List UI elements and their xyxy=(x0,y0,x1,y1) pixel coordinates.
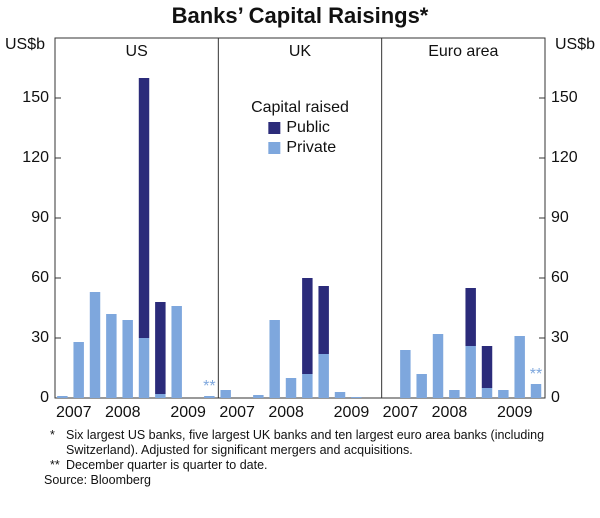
bar xyxy=(155,394,166,398)
source: Source: Bloomberg xyxy=(44,473,152,487)
x-tick-label: 2007 xyxy=(383,404,419,421)
y-tick-label: 90 xyxy=(31,209,49,226)
y-tick-label: 120 xyxy=(22,149,49,166)
y-tick-label: 30 xyxy=(31,329,49,346)
x-tick-label: 2008 xyxy=(432,404,468,421)
panel-title: Euro area xyxy=(428,43,498,60)
x-tick-label: 2007 xyxy=(56,404,92,421)
x-tick-label: 2008 xyxy=(268,404,304,421)
bar xyxy=(138,338,150,398)
bar xyxy=(253,395,264,398)
y-tick-label: 0 xyxy=(40,389,49,406)
bar xyxy=(334,392,346,398)
bar xyxy=(416,374,427,398)
notes: * Six largest US banks, five largest UK b… xyxy=(44,428,570,488)
bar xyxy=(449,390,460,398)
note-text: Six largest US banks, five largest UK ba… xyxy=(66,428,545,457)
bar xyxy=(351,397,362,398)
bar xyxy=(269,320,280,398)
bar xyxy=(155,302,166,394)
value-label: ** xyxy=(530,366,542,383)
x-tick-label: 2007 xyxy=(219,404,255,421)
bar xyxy=(302,374,313,398)
note-text: December quarter is quarter to date. xyxy=(66,458,268,472)
y-tick-label-right: 120 xyxy=(551,149,578,166)
chart-title: Banks’ Capital Raisings* xyxy=(172,3,429,28)
y-tick-label-right: 90 xyxy=(551,209,569,226)
bar xyxy=(318,354,329,398)
panel-title: UK xyxy=(289,43,312,60)
note: * Six largest US banks, five largest UK b… xyxy=(50,428,570,458)
x-tick-label: 2009 xyxy=(170,404,206,421)
y-axis-label: US$b xyxy=(5,36,45,53)
y-tick-label-right: 60 xyxy=(551,269,569,286)
bar xyxy=(465,346,476,398)
bar xyxy=(465,288,476,346)
value-label: ** xyxy=(203,378,215,395)
bar xyxy=(481,346,493,388)
legend-swatch xyxy=(268,142,281,154)
x-tick-label: 2008 xyxy=(105,404,141,421)
x-tick-label: 2009 xyxy=(334,404,370,421)
bar xyxy=(302,278,313,374)
bar xyxy=(400,350,411,398)
legend-label: Public xyxy=(286,119,330,136)
bar xyxy=(204,396,215,398)
x-tick-label: 2009 xyxy=(497,404,533,421)
note: ** December quarter is quarter to date. xyxy=(50,458,570,473)
bar xyxy=(432,334,444,398)
bar xyxy=(171,306,182,398)
legend-swatch xyxy=(268,122,281,134)
y-axis-label-right: US$b xyxy=(555,36,595,53)
bar xyxy=(73,342,84,398)
y-tick-label-right: 0 xyxy=(551,389,560,406)
bar xyxy=(122,320,133,398)
bar xyxy=(318,286,329,354)
note-marker: ** xyxy=(50,458,60,472)
bar xyxy=(285,378,297,398)
bar xyxy=(220,390,231,398)
bar xyxy=(481,388,493,398)
bar xyxy=(514,336,525,398)
y-tick-label-right: 30 xyxy=(551,329,569,346)
y-tick-label: 60 xyxy=(31,269,49,286)
y-tick-label-right: 150 xyxy=(551,89,578,106)
y-tick-label: 150 xyxy=(22,89,49,106)
bar xyxy=(57,396,68,398)
bar xyxy=(138,78,150,338)
bar xyxy=(530,384,542,398)
note-marker: * xyxy=(50,428,55,442)
bar xyxy=(106,314,117,398)
legend-title: Capital raised xyxy=(251,99,349,116)
bar xyxy=(498,390,509,398)
legend-label: Private xyxy=(286,139,336,156)
chart: Banks’ Capital Raisings* 0 0 30 30 60 60 90 90 1… xyxy=(5,3,595,421)
bar xyxy=(89,292,101,398)
panel-title: US xyxy=(126,43,148,60)
